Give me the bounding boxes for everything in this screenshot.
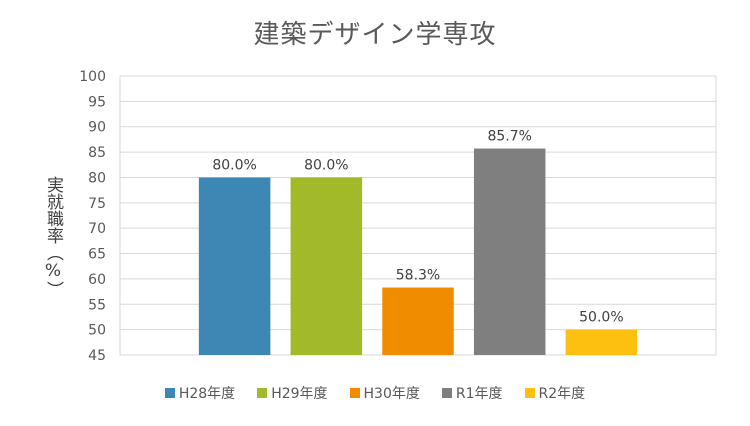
chart-title: 建築デザイン学専攻	[253, 20, 497, 50]
data-labels: 80.0% 80.0% 58.3% 85.7% 50.0%	[212, 129, 623, 326]
y-tick-label: 50	[88, 323, 106, 339]
legend-label: R1年度	[455, 386, 503, 402]
bar-2	[290, 177, 363, 355]
bars	[198, 148, 638, 355]
bar-5	[565, 329, 638, 355]
y-axis-ticks: 45 50 55 60 65 70 75 80 85 90 95 100	[79, 69, 106, 364]
y-tick-label: 60	[88, 272, 106, 288]
data-label: 80.0%	[304, 157, 348, 173]
y-tick-label: 65	[88, 247, 106, 263]
y-tick-label: 75	[88, 196, 106, 212]
y-tick-label: 95	[88, 94, 106, 110]
y-tick-label: 100	[79, 69, 106, 85]
data-label: 58.3%	[396, 268, 440, 284]
y-axis-label: 実就職率（%）	[43, 176, 63, 298]
legend-swatch	[441, 388, 452, 398]
legend-label: H28年度	[178, 386, 236, 402]
legend-label: R2年度	[538, 386, 586, 402]
y-tick-label: 85	[88, 145, 106, 161]
bar-3	[382, 287, 454, 355]
legend-swatch	[349, 388, 360, 398]
bar-1	[198, 177, 271, 355]
data-label: 50.0%	[579, 310, 623, 326]
legend-swatch	[164, 388, 175, 398]
y-tick-label: 45	[88, 348, 106, 364]
y-tick-label: 70	[88, 221, 106, 237]
y-tick-label: 55	[88, 297, 106, 313]
data-label: 80.0%	[212, 157, 256, 173]
legend-label: H30年度	[363, 386, 420, 402]
legend-item: H29年度	[257, 383, 328, 403]
legend-item: H28年度	[164, 383, 236, 403]
legend-item: R2年度	[524, 383, 586, 403]
legend: H28年度 H29年度 H30年度 R1年度 R2年度	[0, 383, 750, 403]
legend-swatch	[257, 388, 268, 398]
legend-swatch	[524, 388, 535, 398]
legend-item: R1年度	[441, 383, 503, 403]
legend-item: H30年度	[349, 383, 420, 403]
y-tick-label: 80	[88, 170, 106, 186]
y-tick-label: 90	[88, 120, 106, 136]
data-label: 85.7%	[487, 129, 531, 145]
legend-label: H29年度	[271, 386, 328, 402]
bar-4	[473, 148, 546, 355]
